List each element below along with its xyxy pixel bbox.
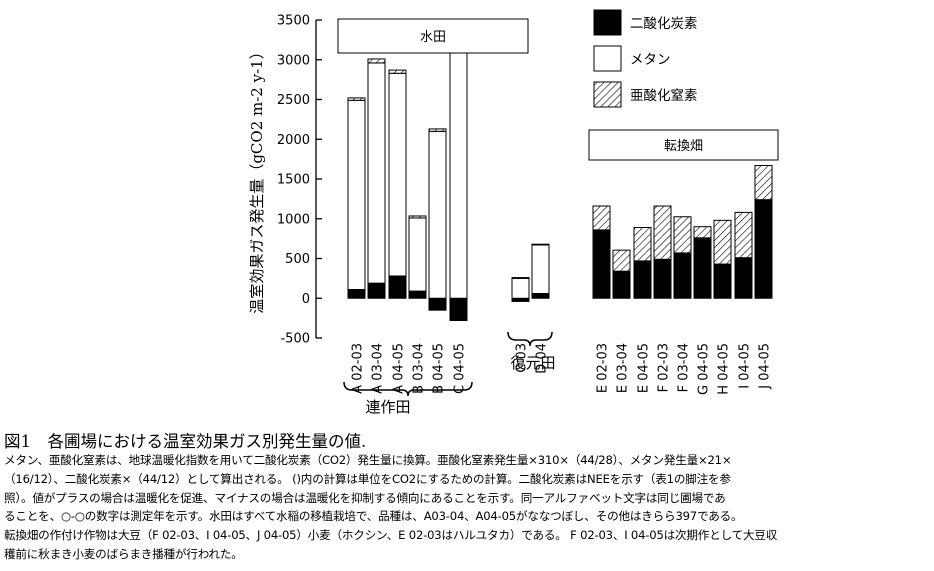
category-label: D 04 — [535, 343, 550, 374]
caption-line: 照）。値がプラスの場合は温暖化を促進、マイナスの場合は温暖化を抑制する傾向にある… — [4, 490, 726, 505]
y-tick-label: 3500 — [277, 14, 310, 29]
category-label: C 04-05 — [453, 343, 468, 394]
panel-label: 転換畑 — [664, 139, 703, 154]
category-label: B 03-04 — [412, 343, 427, 394]
bar-segment — [633, 226, 652, 262]
bar-segment — [449, 35, 468, 299]
y-tick-label: -500 — [280, 332, 310, 347]
caption-line: （16/12）、二酸化炭素×（44/12）として算出される。 ()内の計算は単位… — [4, 471, 731, 486]
bar-segment — [388, 72, 407, 277]
bar-segment — [511, 277, 530, 279]
bar-segment — [612, 249, 631, 272]
category-label: F 03-04 — [677, 343, 692, 392]
legend-swatch — [593, 9, 622, 36]
bar-segment — [367, 282, 386, 299]
bar-segment — [592, 205, 611, 231]
panel-label-box — [337, 18, 529, 54]
bar-segment — [449, 297, 468, 322]
bar-segment — [347, 289, 366, 299]
bars — [347, 33, 773, 322]
caption-line: メタン、亜酸化窒素は、地球温暖化指数を用いて二酸化炭素（CO2）発生量に換算。亜… — [4, 453, 732, 467]
bar-segment — [713, 263, 732, 299]
y-tick-label: 3000 — [277, 53, 310, 68]
bar-segment — [653, 258, 672, 299]
y-axis-label: 温室効果ガス発生量（gCO2 m-2 y-1） — [248, 44, 266, 313]
legend-label: 二酸化炭素 — [630, 16, 698, 32]
caption-line: 穫前に秋まき小麦のばらまき播種が行われた。 — [4, 546, 243, 561]
category-label: G 04-05 — [697, 343, 712, 395]
bar-segment — [367, 62, 386, 284]
bar-segment — [428, 297, 447, 311]
bar-segment — [347, 99, 366, 291]
bar-segment — [531, 292, 550, 299]
legend-label: 亜酸化窒素 — [630, 87, 698, 104]
bar-segment — [388, 275, 407, 299]
group-brace — [507, 331, 553, 347]
bar-segment — [408, 290, 427, 299]
category-label: A 04-05 — [392, 343, 407, 394]
bar-segment — [612, 270, 631, 299]
y-tick-label: 1500 — [277, 173, 310, 188]
bar-segment — [713, 219, 732, 265]
category-label: I 04-05 — [738, 343, 753, 389]
y-tick-label: 0 — [302, 292, 310, 307]
bar-segment — [428, 130, 447, 299]
bar-segment — [531, 243, 550, 246]
legend-swatch — [593, 45, 622, 72]
category-label: H 04-05 — [717, 343, 732, 395]
bar-segment — [734, 211, 753, 259]
bar-segment — [367, 58, 386, 64]
panel-label: 水田 — [420, 30, 446, 45]
figure-caption-body: メタン、亜酸化窒素は、地球温暖化指数を用いて二酸化炭素（CO2）発生量に換算。亜… — [4, 451, 930, 564]
bar-segment — [388, 69, 407, 74]
bar-segment — [511, 277, 530, 299]
group-label: 復元田 — [510, 354, 555, 372]
legend-swatch — [593, 81, 622, 108]
figure-caption-title: 図1 各圃場における温室効果ガス別発生量の値. — [4, 432, 367, 451]
category-label: A 03-04 — [371, 343, 386, 394]
panel-label-box — [588, 129, 779, 161]
category-labels: A 02-03 A 03-04 A 04-05 B 03-04 B 04-05 C 04-… — [337, 18, 779, 416]
category-label: E 04-05 — [637, 343, 652, 393]
chart-area: -500 0 500 1000 1500 2000 2500 3000 3500 温室効果ガス発生… — [248, 9, 779, 416]
y-tick-label: 500 — [285, 252, 310, 267]
group-label: 連作田 — [365, 398, 410, 416]
bar-segment — [653, 205, 672, 260]
bar-segment — [408, 215, 427, 219]
bar-segment — [408, 217, 427, 292]
category-label: F 02-03 — [657, 343, 672, 392]
category-label: J 04-05 — [758, 343, 773, 390]
bar-segment — [754, 199, 773, 299]
y-axis: -500 0 500 1000 1500 2000 2500 3000 3500 温室効果ガス発生… — [248, 14, 322, 347]
bar-segment — [347, 97, 366, 101]
category-label: E 02-03 — [596, 343, 611, 393]
bar-segment — [633, 260, 652, 299]
bar-segment — [673, 252, 692, 299]
category-label: E 03-04 — [616, 343, 631, 393]
legend-label: メタン — [630, 52, 671, 68]
bar-segment — [531, 244, 550, 294]
category-label: A 02-03 — [351, 343, 366, 394]
group-brace — [343, 381, 473, 397]
bar-segment — [592, 229, 611, 299]
bar-segment — [734, 257, 753, 299]
bar-segment — [693, 226, 712, 239]
bar-segment — [673, 216, 692, 254]
y-tick-label: 2000 — [277, 133, 310, 148]
caption-line: 転換畑の作付け作物は大豆（F 02-03、I 04-05、J 04-05）小麦（… — [4, 528, 778, 543]
y-tick-label: 1000 — [277, 212, 310, 227]
bar-segment — [754, 164, 773, 201]
bar-segment — [693, 237, 712, 299]
bar-segment — [428, 128, 447, 132]
category-label: C 03 — [515, 343, 530, 373]
y-tick-label: 2500 — [277, 93, 310, 108]
category-label: B 04-05 — [432, 343, 447, 394]
caption-line: ることを、○-○の数字は測定年を示す。水田はすべて水稲の移植栽培で、品種は、A0… — [4, 509, 743, 524]
